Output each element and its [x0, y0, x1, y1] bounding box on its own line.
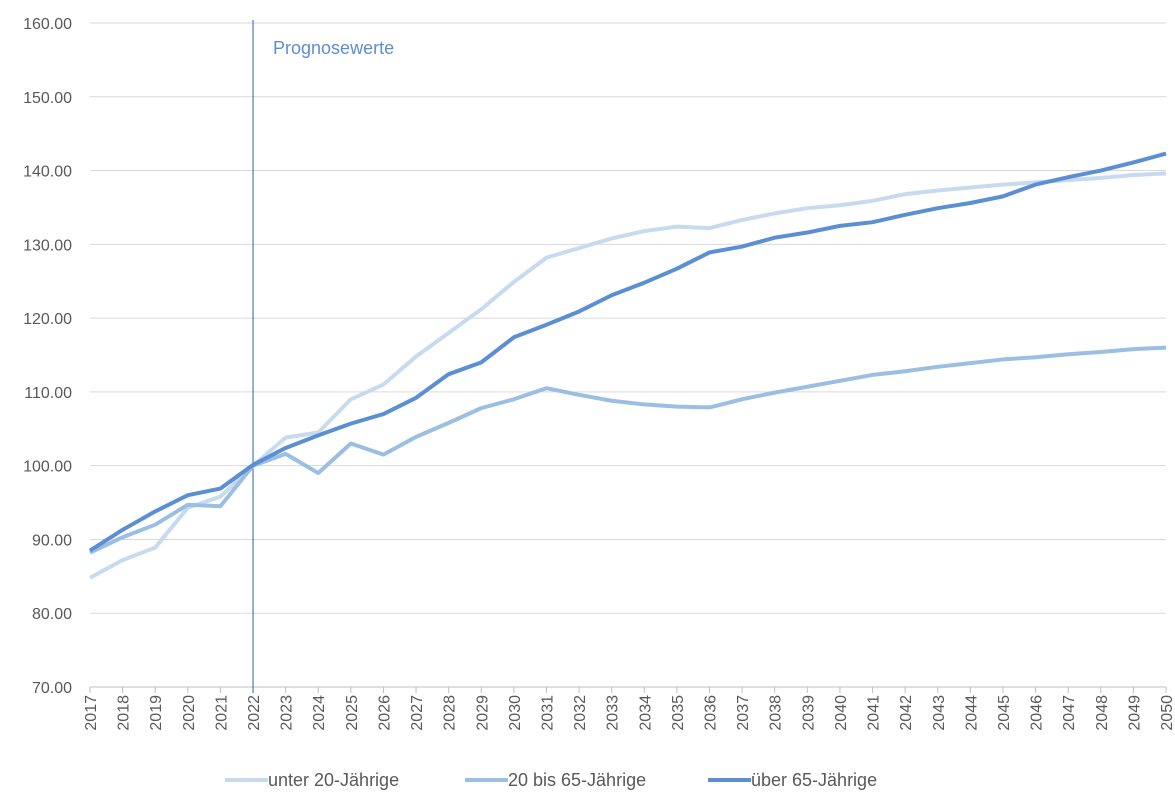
y-tick-label: 70.00: [32, 680, 72, 697]
series-line: [89, 171, 1167, 580]
x-tick-label: 2041: [866, 695, 883, 731]
y-tick-label: 150.00: [23, 90, 72, 107]
y-tick-label: 110.00: [24, 385, 72, 402]
x-tick-label: 2029: [474, 695, 491, 731]
y-tick-label: 140.00: [23, 164, 72, 181]
x-tick-label: 2034: [637, 695, 654, 731]
x-tick-label: 2027: [409, 695, 426, 731]
x-tick-label: 2047: [1061, 695, 1078, 731]
x-tick-label: 2025: [344, 695, 361, 731]
x-tick-label: 2028: [442, 695, 459, 731]
x-tick-label: 2037: [735, 695, 752, 731]
x-tick-label: 2039: [800, 695, 817, 731]
x-tick-label: 2024: [311, 695, 328, 731]
x-tick-label: 2044: [963, 695, 980, 731]
x-tick-label: 2050: [1159, 695, 1175, 731]
x-tick-label: 2031: [539, 695, 556, 731]
x-tick-label: 2017: [83, 695, 100, 731]
x-tick-label: 2049: [1126, 695, 1143, 731]
x-tick-label: 2048: [1094, 695, 1111, 731]
x-tick-label: 2040: [833, 695, 850, 731]
x-tick-label: 2043: [931, 695, 948, 731]
y-tick-label: 80.00: [32, 606, 72, 623]
y-tick-label: 160.00: [23, 16, 72, 33]
legend-label: über 65-Jährige: [751, 770, 877, 790]
x-tick-label: 2036: [703, 695, 720, 731]
y-tick-label: 120.00: [23, 311, 72, 328]
x-tick-label: 2030: [507, 695, 524, 731]
x-tick-label: 2046: [1029, 695, 1046, 731]
annotation-text: Prognosewerte: [273, 38, 394, 58]
x-tick-label: 2020: [181, 695, 198, 731]
y-tick-label: 130.00: [23, 237, 72, 254]
series-line: [89, 345, 1167, 555]
x-tick-label: 2018: [116, 695, 133, 731]
x-tick-label: 2022: [246, 695, 263, 731]
x-tick-label: 2032: [572, 695, 589, 731]
y-tick-label: 90.00: [32, 532, 72, 549]
legend-label: 20 bis 65-Jährige: [508, 770, 646, 790]
x-tick-label: 2038: [768, 695, 785, 731]
x-tick-label: 2033: [605, 695, 622, 731]
x-tick-label: 2045: [996, 695, 1013, 731]
x-tick-label: 2019: [148, 695, 165, 731]
x-tick-label: 2026: [376, 695, 393, 731]
y-tick-label: 100.00: [23, 459, 72, 476]
x-tick-label: 2023: [279, 695, 296, 731]
x-tick-label: 2021: [213, 695, 230, 731]
x-tick-label: 2042: [898, 695, 915, 731]
legend-label: unter 20-Jährige: [268, 770, 399, 790]
x-tick-label: 2035: [670, 695, 687, 731]
series-line: [88, 151, 1167, 553]
